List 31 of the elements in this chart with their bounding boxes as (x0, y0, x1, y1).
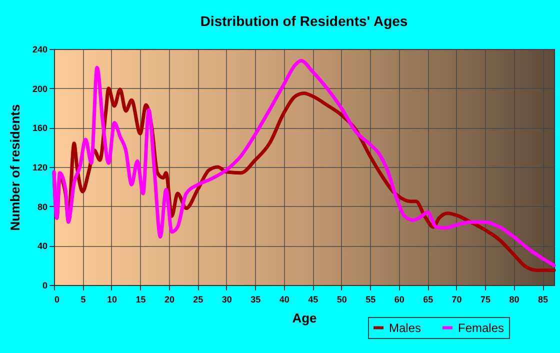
x-tick-label: 55 (366, 294, 376, 304)
x-tick-label: 10 (106, 294, 117, 304)
y-tick-label: 0 (42, 280, 48, 290)
x-tick-label: 15 (136, 294, 146, 304)
y-tick-label: 240 (32, 44, 48, 54)
x-tick-label: 75 (480, 294, 491, 304)
x-tick-label: 35 (250, 294, 261, 304)
y-axis-title: Number of residents (7, 104, 22, 231)
x-tick-label: 40 (279, 294, 290, 304)
legend-label: Males (389, 320, 422, 335)
x-tick-label: 0 (54, 294, 60, 304)
x-axis-title: Age (292, 310, 317, 326)
x-tick-label: 85 (538, 294, 548, 304)
x-tick-label: 70 (452, 294, 462, 304)
x-tick-label: 80 (509, 294, 520, 304)
x-tick-label: 20 (164, 294, 174, 304)
x-tick-label: 5 (80, 294, 86, 304)
line-series (52, 59, 556, 268)
legend-label: Females (458, 320, 504, 335)
y-tick-label: 120 (32, 162, 48, 172)
chart-title: Distribution of Residents' Ages (200, 13, 408, 29)
y-tick-label: 160 (32, 123, 48, 134)
y-tick-label: 80 (37, 202, 48, 212)
x-tick-label: 60 (394, 294, 404, 304)
x-tick-label: 65 (423, 294, 434, 304)
y-tick-label: 40 (37, 241, 48, 252)
x-tick-label: 50 (336, 294, 347, 304)
x-tick-label: 25 (193, 294, 204, 304)
x-tick-label: 30 (222, 294, 232, 304)
y-tick-label: 200 (32, 84, 48, 94)
x-tick-label: 45 (308, 294, 318, 304)
